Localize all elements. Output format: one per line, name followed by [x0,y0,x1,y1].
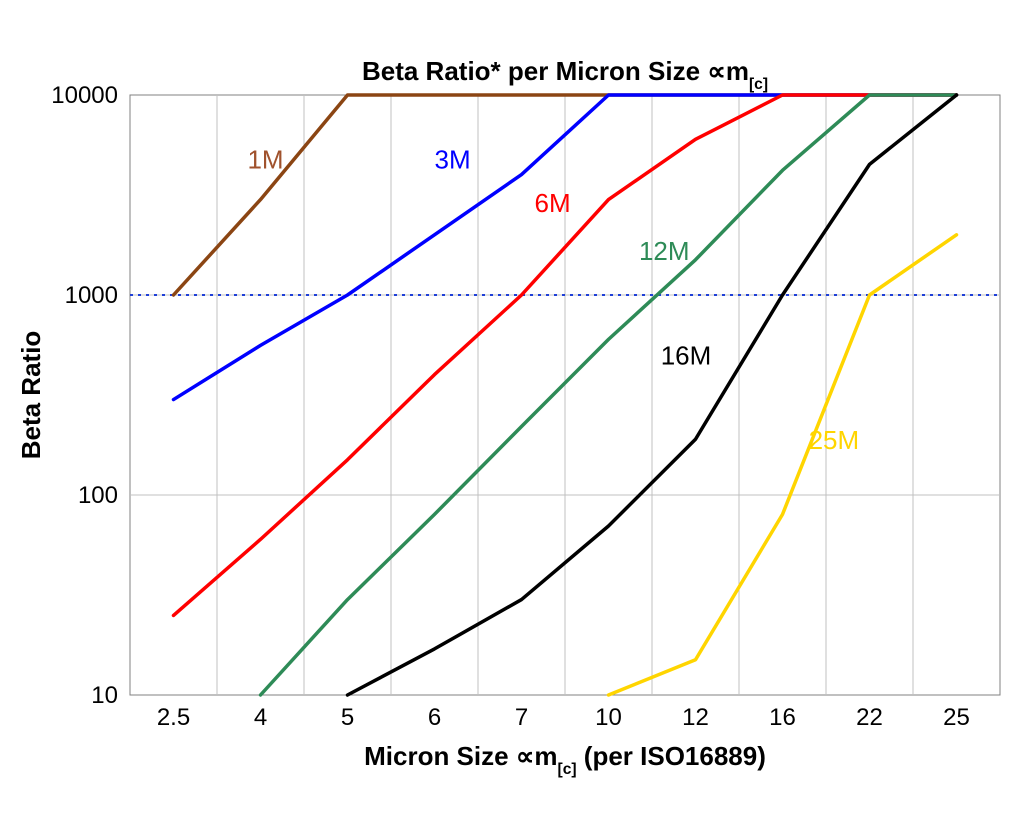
x-tick-label: 25 [943,704,970,731]
y-axis-label: Beta Ratio [16,331,46,460]
x-tick-label: 6 [428,704,441,731]
x-tick-label: 5 [341,704,354,731]
x-tick-label: 12 [682,704,709,731]
x-tick-label: 16 [769,704,796,731]
x-tick-label: 10 [595,704,622,731]
y-tick-label: 10 [91,682,118,709]
series-label: 25M [809,425,860,455]
x-tick-label: 22 [856,704,883,731]
beta-ratio-chart: 1M 3M 6M 12M 16M 25M 2.5 4 5 6 7 10 12 16 22 25 10 100 100… [0,0,1035,814]
x-tick-label: 2.5 [157,704,190,731]
series-label: 6M [535,188,571,218]
y-tick-label: 100 [78,482,118,509]
plot-background [0,0,1035,814]
series-label: 1M [247,144,283,174]
x-tick-label: 4 [254,704,267,731]
y-tick-label: 10000 [51,82,118,109]
chart-container: 1M 3M 6M 12M 16M 25M 2.5 4 5 6 7 10 12 16 22 25 10 100 100… [0,0,1035,814]
x-tick-label: 7 [515,704,528,731]
series-label: 3M [435,144,471,174]
series-label: 12M [639,236,690,266]
series-label: 16M [661,340,712,370]
y-tick-label: 1000 [65,282,118,309]
